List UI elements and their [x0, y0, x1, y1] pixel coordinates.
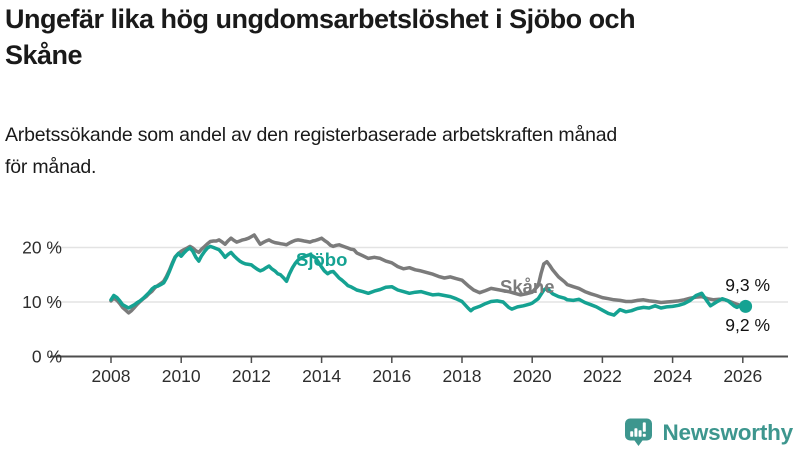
series-line-skane	[109, 233, 748, 315]
x-tick-label: 2024	[653, 366, 692, 386]
newsworthy-logo: Newsworthy	[624, 418, 793, 447]
newsworthy-bubble-chart-icon	[625, 418, 653, 446]
x-tick-label: 2026	[723, 366, 762, 386]
x-tick-label: 2012	[232, 366, 271, 386]
end-value-label: 9,2 %	[725, 315, 770, 335]
y-tick-label: 20 %	[22, 238, 62, 258]
x-tick-label: 2018	[443, 366, 482, 386]
series-label-skane: Skåne	[500, 276, 555, 297]
x-tick-label: 2014	[302, 366, 341, 386]
newsworthy-wordmark: Newsworthy	[662, 419, 793, 445]
series-end-dot-sjobo	[739, 299, 753, 313]
chart-subtitle: Arbetssökande som andel av den registerb…	[5, 124, 618, 178]
series-label-sjobo: Sjöbo	[296, 249, 347, 270]
x-tick-label: 2020	[513, 366, 552, 386]
x-tick-label: 2008	[92, 366, 131, 386]
chart-title: Ungefär lika hög ungdomsarbetslöshet i S…	[5, 4, 636, 70]
x-tick-label: 2016	[372, 366, 411, 386]
x-tick-label: 2022	[583, 366, 622, 386]
end-value-label: 9,3 %	[725, 275, 770, 295]
y-tick-label: 10 %	[22, 292, 62, 312]
y-tick-label: 0 %	[32, 347, 62, 367]
series-line-sjobo	[109, 244, 748, 317]
x-tick-label: 2010	[162, 366, 201, 386]
